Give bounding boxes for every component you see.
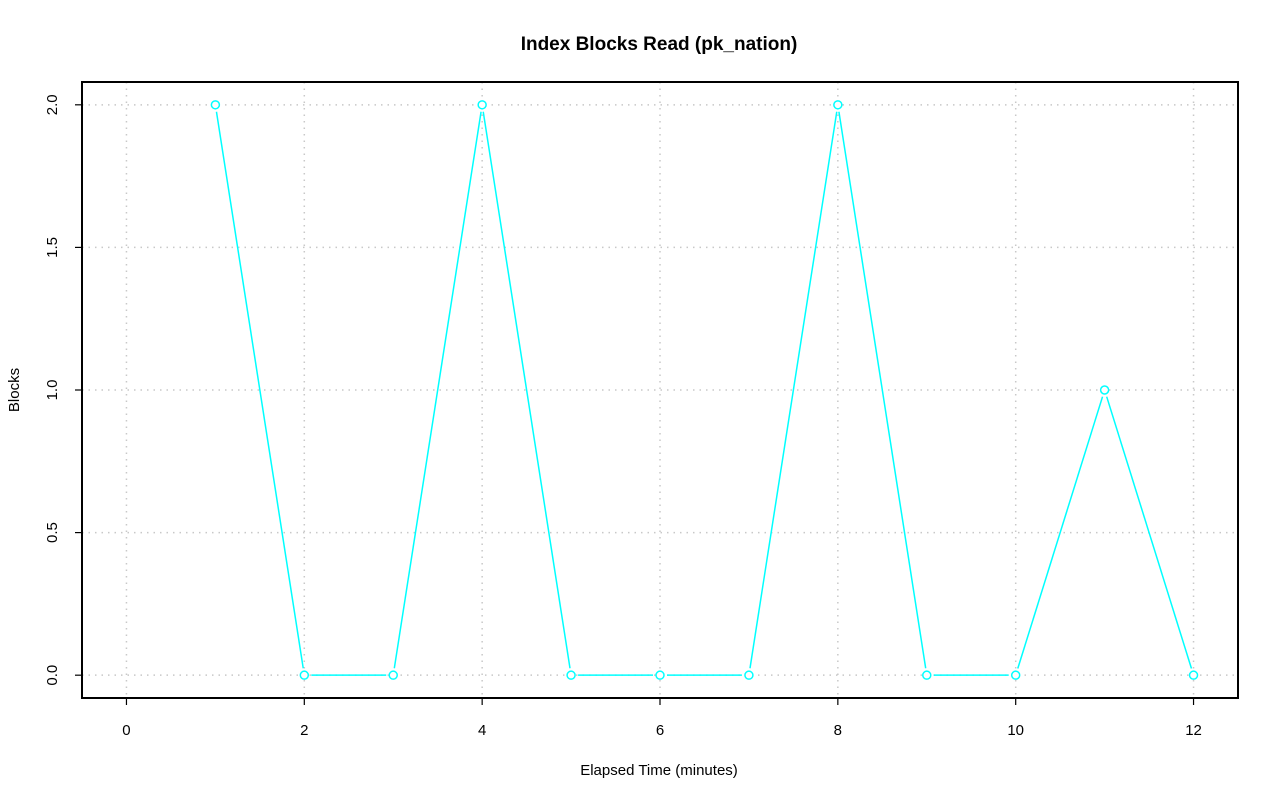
x-tick-label: 4	[478, 722, 486, 739]
x-tick-label: 12	[1185, 722, 1202, 739]
data-series	[210, 100, 1199, 680]
data-point	[922, 670, 932, 680]
y-tick-label: 0.0	[44, 665, 61, 686]
grid-lines	[82, 82, 1238, 698]
x-axis: 0 2 4 6 8 10 12	[122, 698, 1202, 739]
data-point	[744, 670, 754, 680]
data-point	[1188, 670, 1199, 680]
series-line-segment	[482, 111, 571, 669]
series-line-segment	[838, 111, 927, 669]
data-point	[477, 100, 487, 110]
y-axis: 0.0 0.5 1.0 1.5 2.0	[44, 94, 82, 686]
y-axis-label: Blocks	[6, 368, 23, 412]
data-point	[566, 670, 576, 680]
series-line-segment	[393, 111, 482, 669]
series-line-segment	[749, 111, 838, 669]
data-point	[210, 100, 221, 110]
y-tick-label: 1.5	[44, 237, 61, 258]
x-tick-label: 10	[1007, 722, 1024, 739]
series-line-segment	[215, 111, 304, 669]
x-tick-label: 2	[300, 722, 308, 739]
y-tick-label: 1.0	[44, 380, 61, 401]
x-tick-label: 0	[122, 722, 130, 739]
data-point	[388, 670, 398, 680]
x-tick-label: 6	[656, 722, 664, 739]
y-tick-label: 2.0	[44, 94, 61, 115]
series-line-segment	[1017, 396, 1104, 669]
chart-title: Index Blocks Read (pk_nation)	[521, 34, 798, 55]
data-point	[1099, 385, 1110, 395]
data-point	[655, 670, 665, 680]
data-point	[833, 100, 843, 110]
data-point	[299, 670, 310, 680]
x-axis-label: Elapsed Time (minutes)	[580, 762, 738, 779]
y-tick-label: 0.5	[44, 522, 61, 543]
data-point	[1010, 670, 1021, 680]
series-line-segment	[1105, 396, 1193, 669]
x-tick-label: 8	[834, 722, 842, 739]
